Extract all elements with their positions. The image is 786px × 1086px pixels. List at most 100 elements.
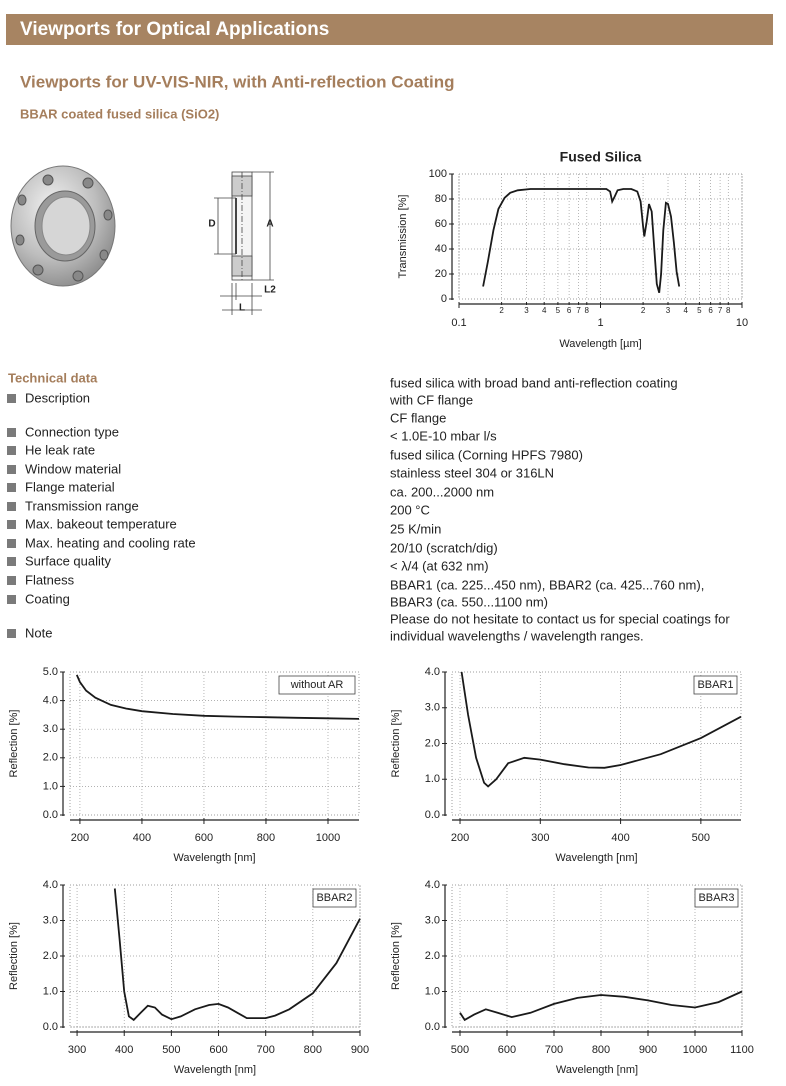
row-value: individual wavelengths / wavelength rang… [390, 628, 644, 643]
y-tick-label: 4.0 [43, 879, 58, 891]
y-tick-label: 1.0 [425, 773, 440, 785]
x-tick-label: 3 [524, 306, 529, 315]
flange-drawing [214, 171, 274, 315]
y-tick-label: 3.0 [43, 914, 58, 926]
y-axis-label: Reflection [%] [390, 710, 402, 778]
x-tick-label: 400 [611, 832, 629, 844]
y-tick-label: 100 [429, 168, 447, 180]
row-value: 200 °C [390, 502, 430, 517]
row-value: with CF flange [389, 392, 473, 407]
x-tick-label: 600 [195, 832, 213, 844]
x-tick-label: 500 [692, 832, 710, 844]
row-label: Flange material [25, 479, 115, 494]
bullet [7, 557, 16, 566]
row-label: Description [25, 390, 90, 405]
y-tick-label: 2.0 [425, 737, 440, 749]
y-tick-label: 3.0 [425, 702, 440, 714]
chart-label: BBAR1 [697, 679, 733, 691]
data-line [113, 888, 361, 1022]
row-label: Connection type [25, 424, 119, 439]
x-tick-label: 800 [304, 1044, 322, 1056]
x-tick-label: 600 [498, 1044, 516, 1056]
x-tick-label: 7 [576, 306, 581, 315]
x-axis-label: Wavelength [nm] [174, 1064, 256, 1076]
x-tick-label: 4 [542, 306, 547, 315]
y-tick-label: 1.0 [425, 985, 440, 997]
chart-label-box [278, 675, 356, 695]
data-line [460, 671, 742, 788]
drawing-label: L [239, 303, 245, 314]
x-tick-label: 800 [592, 1044, 610, 1056]
data-line [459, 990, 743, 1022]
bullet [7, 394, 16, 403]
y-tick-label: 4.0 [425, 879, 440, 891]
x-tick-label: 6 [567, 306, 572, 315]
x-tick-label: 2 [499, 306, 504, 315]
y-tick-label: 0 [441, 293, 447, 305]
chart-label: BBAR2 [316, 892, 352, 904]
y-tick-label: 80 [435, 193, 447, 205]
row-value: fused silica (Corning HPFS 7980) [390, 447, 583, 462]
y-axis-label: Reflection [%] [8, 710, 20, 778]
row-value: fused silica with broad band anti-reflec… [390, 375, 678, 390]
y-tick-label: 2.0 [43, 950, 58, 962]
x-tick-label: 500 [451, 1044, 469, 1056]
row-value: ca. 200...2000 nm [390, 484, 494, 499]
drawing-label: D [208, 219, 215, 230]
chart-label: without AR [290, 679, 344, 691]
chart-label: BBAR3 [698, 892, 734, 904]
x-tick-label: 800 [257, 832, 275, 844]
bullet [7, 629, 16, 638]
y-axis-label: Transmission [%] [397, 195, 409, 279]
x-tick-label: 400 [115, 1044, 133, 1056]
y-tick-label: 4.0 [43, 695, 58, 707]
bullet [7, 465, 16, 474]
x-tick-label: 300 [68, 1044, 86, 1056]
bullet [7, 520, 16, 529]
row-label: Flatness [25, 572, 75, 587]
row-value: < λ/4 (at 632 nm) [390, 558, 489, 573]
header-bar [6, 14, 773, 45]
x-tick-label: 900 [351, 1044, 369, 1056]
header-title: Viewports for Optical Applications [20, 19, 329, 40]
y-tick-label: 0.0 [425, 809, 440, 821]
x-tick-label: 8 [726, 306, 731, 315]
x-tick-label: 1100 [730, 1044, 754, 1056]
row-value: < 1.0E-10 mbar l/s [390, 428, 497, 443]
bullet [7, 576, 16, 585]
x-tick-label: 1000 [683, 1044, 707, 1056]
chart-label-box [312, 888, 357, 908]
y-tick-label: 40 [435, 243, 447, 255]
row-label: Surface quality [25, 553, 111, 568]
x-axis-label: Wavelength [µm] [559, 338, 641, 350]
y-tick-label: 3.0 [425, 914, 440, 926]
x-tick-label: 500 [162, 1044, 180, 1056]
data-line [482, 188, 681, 294]
y-tick-label: 0.0 [43, 1021, 58, 1033]
row-value: 20/10 (scratch/dig) [390, 540, 498, 555]
x-tick-label: 4 [683, 306, 688, 315]
flange-photo [10, 165, 116, 287]
row-value: BBAR1 (ca. 225...450 nm), BBAR2 (ca. 425… [390, 577, 704, 592]
x-tick-label: 6 [708, 306, 713, 315]
bullet [7, 428, 16, 437]
row-value: CF flange [390, 410, 446, 425]
row-value: stainless steel 304 or 316LN [390, 465, 554, 480]
y-tick-label: 60 [435, 218, 447, 230]
y-tick-label: 0.0 [43, 809, 58, 821]
y-axis-label: Reflection [%] [8, 922, 20, 990]
bullet [7, 502, 16, 511]
chart-title: Fused Silica [560, 149, 642, 165]
section-title: Viewports for UV-VIS-NIR, with Anti-refl… [20, 72, 454, 91]
row-label: Coating [25, 591, 70, 606]
x-tick-label: 300 [531, 832, 549, 844]
x-axis-label: Wavelength [nm] [173, 852, 255, 864]
y-tick-label: 2.0 [425, 950, 440, 962]
y-tick-label: 0.0 [425, 1021, 440, 1033]
x-tick-label: 400 [133, 832, 151, 844]
y-tick-label: 20 [435, 268, 447, 280]
row-label: He leak rate [25, 442, 95, 457]
chart-label-box [693, 675, 738, 695]
bullet [7, 539, 16, 548]
